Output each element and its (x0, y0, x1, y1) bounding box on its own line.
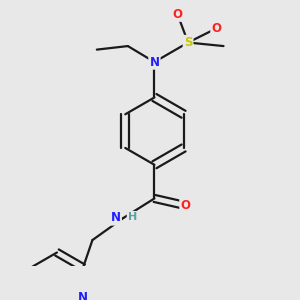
Text: N: N (78, 291, 88, 300)
Text: O: O (212, 22, 221, 35)
Text: S: S (184, 36, 192, 49)
Text: H: H (128, 212, 137, 222)
Text: N: N (111, 212, 121, 224)
Text: O: O (180, 199, 190, 212)
Text: O: O (172, 8, 182, 21)
Text: N: N (149, 56, 159, 68)
